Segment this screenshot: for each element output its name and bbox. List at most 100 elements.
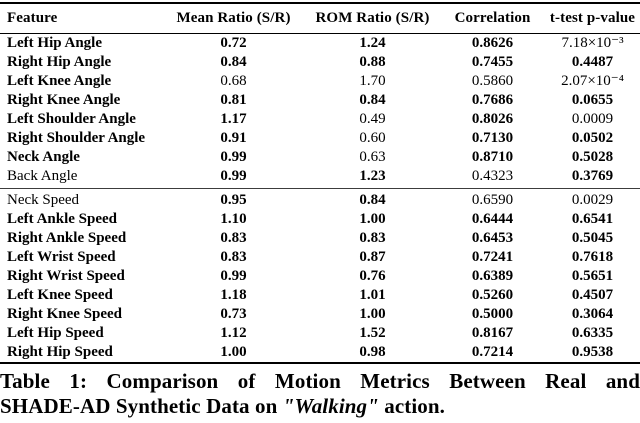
feature-cell: Neck Angle bbox=[7, 149, 80, 165]
table-row: Right Knee Angle 0.81 0.84 0.7686 0.0655 bbox=[0, 91, 640, 110]
table-row: Back Angle 0.99 1.23 0.4323 0.3769 bbox=[0, 167, 640, 189]
value-cell: 0.84 bbox=[220, 54, 247, 70]
value-cell: 0.5000 bbox=[471, 306, 514, 322]
value-cell: 0.83 bbox=[220, 249, 247, 265]
angle-metrics-section: Left Hip Angle 0.72 1.24 0.8626 7.18×10⁻³ Rig… bbox=[0, 34, 640, 189]
metrics-table: Feature Mean Ratio (S/R) ROM Ratio (S/R)… bbox=[0, 2, 640, 364]
value-cell: 1.00 bbox=[359, 211, 386, 227]
col-header-ttest-pvalue: t-test p-value bbox=[545, 3, 640, 34]
value-cell: 0.99 bbox=[220, 168, 247, 184]
value-cell: 0.8026 bbox=[471, 111, 514, 127]
value-cell: 0.0655 bbox=[571, 92, 614, 108]
value-cell: 0.5045 bbox=[571, 230, 614, 246]
value-cell: 0.83 bbox=[220, 230, 247, 246]
table-caption: Table 1: Comparison of Motion Metrics Be… bbox=[0, 369, 640, 419]
value-cell: 0.6541 bbox=[571, 211, 614, 227]
value-cell: 1.00 bbox=[220, 344, 247, 360]
feature-cell: Neck Speed bbox=[0, 188, 162, 210]
value-cell: 2.07×10⁻⁴ bbox=[561, 73, 624, 89]
value-cell: 1.17 bbox=[220, 111, 247, 127]
table-row: Left Wrist Speed 0.83 0.87 0.7241 0.7618 bbox=[0, 248, 640, 267]
value-cell: 1.23 bbox=[359, 168, 386, 184]
value-cell: 1.10 bbox=[220, 211, 247, 227]
table-row: Neck Speed 0.95 0.84 0.6590 0.0029 bbox=[0, 188, 640, 210]
value-cell: 1.00 bbox=[359, 306, 386, 322]
feature-cell: Left Ankle Speed bbox=[7, 211, 118, 227]
value-cell: 0.95 bbox=[162, 188, 305, 210]
table-row: Right Shoulder Angle 0.91 0.60 0.7130 0.0502 bbox=[0, 129, 640, 148]
value-cell: 1.52 bbox=[359, 325, 386, 341]
value-cell: 1.70 bbox=[359, 73, 386, 89]
feature-cell: Right Wrist Speed bbox=[7, 268, 125, 284]
value-cell: 0.8626 bbox=[471, 35, 514, 51]
table-row: Left Hip Angle 0.72 1.24 0.8626 7.18×10⁻³ bbox=[0, 34, 640, 54]
value-cell: 0.4487 bbox=[571, 54, 614, 70]
caption-action-name: "Walking" bbox=[282, 394, 379, 418]
value-cell: 0.7618 bbox=[571, 249, 614, 265]
value-cell: 0.7241 bbox=[471, 249, 514, 265]
value-cell: 1.18 bbox=[220, 287, 247, 303]
speed-metrics-section: Neck Speed 0.95 0.84 0.6590 0.0029 Left Ankle… bbox=[0, 188, 640, 364]
value-cell: 0.99 bbox=[220, 149, 247, 165]
value-cell: 0.99 bbox=[220, 268, 247, 284]
col-header-rom-ratio: ROM Ratio (S/R) bbox=[305, 3, 440, 34]
value-cell: 0.5860 bbox=[471, 73, 514, 89]
value-cell: 0.6444 bbox=[471, 211, 514, 227]
feature-cell: Left Knee Speed bbox=[7, 287, 113, 303]
value-cell: 0.84 bbox=[359, 92, 386, 108]
feature-cell: Left Shoulder Angle bbox=[7, 111, 136, 127]
value-cell: 0.49 bbox=[359, 111, 386, 127]
table-row: Left Hip Speed 1.12 1.52 0.8167 0.6335 bbox=[0, 324, 640, 343]
value-cell: 0.5651 bbox=[571, 268, 614, 284]
value-cell: 0.72 bbox=[220, 35, 247, 51]
value-cell: 0.98 bbox=[359, 344, 386, 360]
feature-cell: Left Hip Angle bbox=[7, 35, 103, 51]
value-cell: 1.12 bbox=[220, 325, 247, 341]
feature-cell: Right Hip Angle bbox=[7, 54, 112, 70]
value-cell: 0.8167 bbox=[471, 325, 514, 341]
value-cell: 0.9538 bbox=[571, 344, 614, 360]
value-cell: 0.63 bbox=[359, 149, 386, 165]
table-row: Left Knee Speed 1.18 1.01 0.5260 0.4507 bbox=[0, 286, 640, 305]
feature-cell: Right Hip Speed bbox=[7, 344, 113, 360]
feature-cell: Right Shoulder Angle bbox=[7, 130, 146, 146]
value-cell: 0.91 bbox=[220, 130, 247, 146]
table-row: Left Knee Angle 0.68 1.70 0.5860 2.07×10⁻⁴ bbox=[0, 72, 640, 91]
value-cell: 0.73 bbox=[220, 306, 247, 322]
value-cell: 0.5028 bbox=[571, 149, 614, 165]
table-row: Right Hip Angle 0.84 0.88 0.7455 0.4487 bbox=[0, 53, 640, 72]
value-cell: 0.84 bbox=[305, 188, 440, 210]
value-cell: 1.01 bbox=[359, 287, 386, 303]
value-cell: 0.4507 bbox=[571, 287, 614, 303]
caption-line-1: Table 1: Comparison of Motion Metrics Be… bbox=[0, 369, 640, 393]
feature-cell: Right Ankle Speed bbox=[7, 230, 127, 246]
table-row: Right Knee Speed 0.73 1.00 0.5000 0.3064 bbox=[0, 305, 640, 324]
table-row: Right Wrist Speed 0.99 0.76 0.6389 0.5651 bbox=[0, 267, 640, 286]
value-cell: 0.83 bbox=[359, 230, 386, 246]
value-cell: 0.3769 bbox=[571, 168, 614, 184]
feature-cell: Right Knee Speed bbox=[7, 306, 123, 322]
value-cell: 0.87 bbox=[359, 249, 386, 265]
value-cell: 0.0502 bbox=[571, 130, 614, 146]
table-row: Neck Angle 0.99 0.63 0.8710 0.5028 bbox=[0, 148, 640, 167]
value-cell: 0.0029 bbox=[545, 188, 640, 210]
col-header-correlation: Correlation bbox=[440, 3, 545, 34]
value-cell: 0.7130 bbox=[471, 130, 514, 146]
value-cell: 0.88 bbox=[359, 54, 386, 70]
value-cell: 0.76 bbox=[359, 268, 386, 284]
table-row: Right Ankle Speed 0.83 0.83 0.6453 0.5045 bbox=[0, 229, 640, 248]
header-row: Feature Mean Ratio (S/R) ROM Ratio (S/R)… bbox=[0, 3, 640, 34]
table-row: Right Hip Speed 1.00 0.98 0.7214 0.9538 bbox=[0, 343, 640, 363]
feature-cell: Back Angle bbox=[7, 168, 78, 184]
value-cell: 0.7214 bbox=[471, 344, 514, 360]
col-header-mean-ratio: Mean Ratio (S/R) bbox=[162, 3, 305, 34]
value-cell: 7.18×10⁻³ bbox=[561, 35, 624, 51]
value-cell: 0.4323 bbox=[471, 168, 514, 184]
feature-cell: Left Wrist Speed bbox=[7, 249, 116, 265]
value-cell: 1.24 bbox=[359, 35, 386, 51]
value-cell: 0.81 bbox=[220, 92, 247, 108]
value-cell: 0.0009 bbox=[571, 111, 614, 127]
feature-cell: Left Knee Angle bbox=[7, 73, 112, 89]
value-cell: 0.60 bbox=[359, 130, 386, 146]
